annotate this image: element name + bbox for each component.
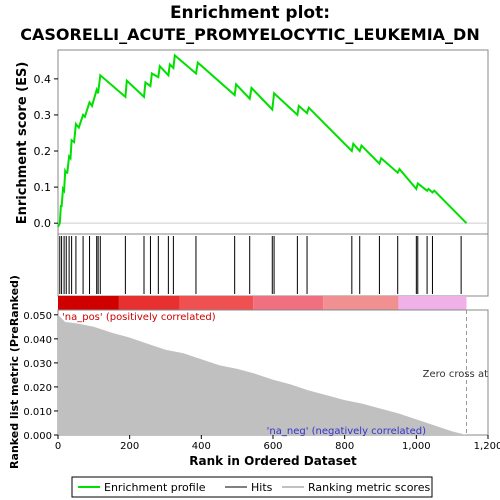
metric-panel: 0.000 0.010 0.020 0.030 0.040 0.050 0 200 400 60… [8, 275, 500, 469]
es-ytick-label: 0.4 [34, 73, 52, 86]
es-series-line [57, 53, 468, 228]
zero-cross-label: Zero cross at [423, 369, 488, 380]
metric-xtick-label: 1,000 [402, 441, 431, 452]
color-bar-segment [323, 296, 399, 310]
es-ytick-label: 0.3 [34, 109, 52, 122]
color-bar-segment [118, 296, 180, 310]
chart-title: Enrichment plot: [170, 3, 330, 23]
metric-ytick-label: 0.030 [23, 359, 52, 370]
metric-xtick-label: 400 [192, 441, 211, 452]
es-panel-frame [57, 49, 489, 235]
metric-ytick-label: 0.000 [23, 431, 52, 442]
hits-panel-frame [57, 233, 489, 297]
hits-panel [57, 233, 489, 310]
legend-box [71, 476, 433, 498]
metric-xtick-label: 0 [55, 441, 61, 452]
metric-xtick-label: 600 [263, 441, 282, 452]
metric-xtick-label: 200 [120, 441, 139, 452]
es-ytick-label: 0.0 [34, 217, 52, 230]
neg-label: 'na_neg' (negatively correlated) [267, 426, 426, 437]
legend-label-enrichment-profile: Enrichment profile [104, 481, 206, 494]
metric-xtick-label: 1,200 [474, 441, 500, 452]
metric-ylabel: Ranked list metric (PreRanked) [8, 275, 21, 469]
color-bar-segment [179, 296, 254, 310]
metric-ytick-label: 0.020 [23, 383, 52, 394]
metric-area [58, 314, 467, 435]
legend: Enrichment profile Hits Ranking metric s… [71, 476, 433, 498]
es-ytick-label: 0.2 [34, 145, 52, 158]
metric-xtick-label: 800 [335, 441, 354, 452]
metric-xlabel: Rank in Ordered Dataset [189, 454, 357, 468]
pos-label: 'na_pos' (positively correlated) [62, 312, 216, 323]
color-bar-segment [398, 296, 467, 310]
color-bar-segment [58, 296, 119, 310]
legend-label-hits: Hits [251, 481, 273, 494]
chart-subtitle: CASORELLI_ACUTE_PROMYELOCYTIC_LEUKEMIA_D… [20, 25, 479, 44]
metric-ytick-label: 0.050 [23, 311, 52, 322]
es-ylabel: Enrichment score (ES) [15, 62, 30, 225]
es-ytick-label: 0.1 [34, 181, 52, 194]
legend-label-ranking-metric: Ranking metric scores [308, 481, 430, 494]
color-bar-segment [253, 296, 324, 310]
metric-ytick-label: 0.010 [23, 407, 52, 418]
metric-ytick-label: 0.040 [23, 335, 52, 346]
es-panel: 0.0 0.1 0.2 0.3 0.4 Enrichment score (ES) [15, 49, 489, 235]
